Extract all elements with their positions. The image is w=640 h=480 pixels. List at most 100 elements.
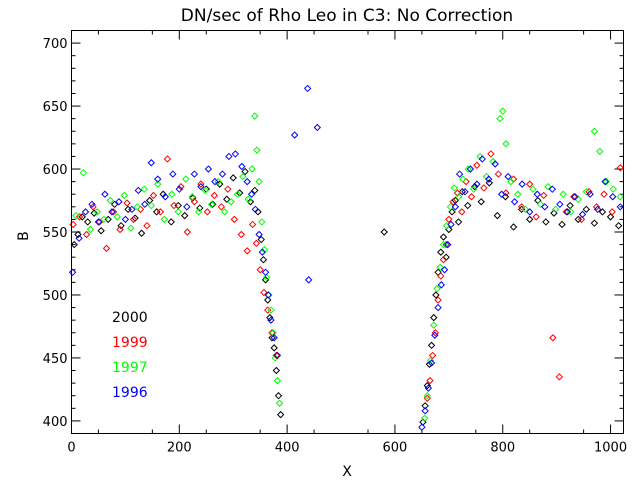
data-point — [100, 215, 108, 224]
data-point — [129, 215, 138, 224]
data-point — [75, 234, 83, 243]
data-point — [525, 215, 534, 224]
data-point — [214, 177, 222, 186]
data-point — [251, 112, 259, 120]
data-point — [163, 155, 172, 163]
data-point — [421, 402, 429, 410]
data-point — [174, 201, 182, 210]
data-point — [120, 191, 129, 200]
x-tick-label: 200 — [167, 441, 192, 456]
data-point — [514, 190, 522, 198]
data-point — [72, 211, 80, 220]
x-axis-label: X — [342, 464, 352, 480]
data-point — [593, 205, 602, 214]
data-point — [616, 203, 624, 211]
data-point — [436, 263, 444, 271]
data-point — [94, 218, 103, 226]
data-point — [79, 169, 88, 177]
data-point — [444, 240, 452, 249]
data-point — [78, 213, 86, 221]
data-point — [124, 205, 132, 214]
data-point — [485, 179, 493, 187]
y-tick-label: 500 — [43, 289, 68, 304]
data-point — [128, 205, 136, 214]
data-point — [473, 180, 481, 188]
data-point — [536, 200, 545, 209]
data-point — [507, 177, 515, 186]
data-point — [267, 316, 275, 324]
data-point — [585, 187, 593, 196]
data-point — [549, 334, 557, 342]
data-point — [174, 208, 182, 216]
data-point — [170, 201, 178, 210]
data-point — [566, 201, 574, 210]
data-point — [532, 213, 540, 221]
data-point — [493, 211, 502, 220]
data-point — [190, 198, 199, 206]
data-point — [243, 177, 251, 186]
data-point — [188, 193, 196, 201]
x-tick-label: 800 — [490, 441, 515, 456]
data-point — [82, 230, 91, 239]
data-point — [218, 170, 227, 178]
data-point — [239, 172, 247, 181]
data-point — [117, 221, 125, 230]
data-point — [464, 165, 472, 173]
data-point — [590, 219, 599, 227]
data-point — [255, 177, 263, 186]
data-point — [86, 225, 95, 234]
data-point — [168, 190, 176, 198]
data-point — [264, 306, 272, 314]
x-tick-label: 1000 — [594, 441, 627, 456]
data-point — [175, 185, 184, 193]
data-point — [551, 205, 560, 214]
data-point — [442, 240, 450, 249]
data-point — [273, 376, 282, 385]
data-point — [434, 296, 442, 304]
data-point — [220, 208, 229, 216]
data-point — [273, 351, 282, 360]
data-point — [251, 186, 259, 195]
data-point — [427, 359, 436, 367]
data-point — [154, 180, 162, 188]
data-point — [430, 321, 438, 329]
y-tick-label: 550 — [43, 226, 68, 241]
legend-entry-1997: 1997 — [112, 360, 148, 376]
data-point — [445, 215, 453, 224]
data-point — [494, 170, 503, 178]
data-point — [109, 208, 118, 216]
data-point — [211, 177, 219, 186]
data-point — [582, 187, 591, 196]
axis-ticks — [71, 30, 624, 434]
data-point — [274, 392, 283, 400]
data-point — [510, 198, 519, 206]
data-point — [304, 276, 313, 284]
data-point — [275, 399, 284, 407]
data-point — [437, 272, 445, 280]
data-point — [196, 204, 204, 212]
data-point — [439, 233, 448, 241]
data-point — [149, 191, 158, 200]
data-point — [258, 218, 266, 226]
data-point — [147, 159, 155, 167]
data-point — [197, 182, 205, 191]
data-point — [423, 392, 431, 400]
data-point — [487, 150, 495, 158]
data-point — [241, 167, 249, 176]
data-point — [420, 414, 429, 423]
data-point — [248, 220, 257, 229]
data-point — [453, 189, 462, 197]
data-point — [229, 174, 237, 182]
data-point — [428, 351, 437, 360]
data-point — [426, 376, 434, 385]
data-point — [260, 288, 268, 297]
data-point — [451, 203, 460, 211]
data-point — [270, 334, 278, 342]
data-point — [450, 184, 458, 192]
data-point — [447, 220, 455, 229]
data-point — [485, 175, 493, 183]
data-point — [555, 373, 564, 381]
data-point — [253, 146, 261, 154]
data-point — [97, 227, 105, 235]
